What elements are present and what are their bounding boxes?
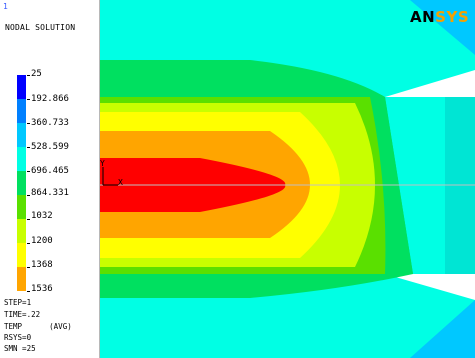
legend-tick xyxy=(27,219,30,220)
legend-swatch-1 xyxy=(17,99,26,123)
window-number: 1 xyxy=(3,2,8,11)
legend-value-8: 1368 xyxy=(31,260,53,270)
axis-y-label: Y xyxy=(100,159,105,168)
legend-swatch-8 xyxy=(17,267,26,291)
legend-tick xyxy=(27,99,30,100)
legend-swatch-7 xyxy=(17,243,26,267)
legend-tick xyxy=(27,195,30,196)
notch-top xyxy=(385,70,475,97)
legend-tick xyxy=(27,75,30,76)
legend-swatch-0 xyxy=(17,75,26,99)
status-rsys: RSYS=0 xyxy=(4,333,32,342)
legend-swatch-3 xyxy=(17,147,26,171)
status-time: TIME=.22 xyxy=(4,310,41,319)
legend-value-3: 528.599 xyxy=(31,142,69,152)
plot-title: NODAL SOLUTION xyxy=(5,23,76,32)
logo-part-sys: SYS xyxy=(435,8,470,26)
status-step: STEP=1 xyxy=(4,298,32,307)
legend-tick xyxy=(27,291,30,292)
legend-tick xyxy=(27,267,30,268)
contour-plot xyxy=(100,0,475,358)
legend-panel: 1 NODAL SOLUTION 25 192.866 360.733 528.… xyxy=(0,0,99,358)
panel-divider xyxy=(99,0,100,358)
legend-swatch-4 xyxy=(17,171,26,195)
legend-value-5: 864.331 xyxy=(31,188,69,198)
legend-value-2: 360.733 xyxy=(31,118,69,128)
edge-band-bottom xyxy=(410,300,475,358)
status-temp: TEMP (AVG) xyxy=(4,322,72,331)
logo-part-an: AN xyxy=(410,8,436,26)
legend-swatch-2 xyxy=(17,123,26,147)
edge-band-top xyxy=(410,0,475,55)
axis-x-label: X xyxy=(118,178,123,187)
notch-bottom xyxy=(385,274,475,300)
legend-tick xyxy=(27,147,30,148)
legend-tick xyxy=(27,123,30,124)
legend-tick xyxy=(27,171,30,172)
ansys-logo: ANSYS xyxy=(410,8,469,26)
legend-value-9: 1536 xyxy=(31,284,53,294)
status-smn: SMN =25 xyxy=(4,344,36,353)
legend-tick xyxy=(27,243,30,244)
legend-value-1: 192.866 xyxy=(31,94,69,104)
legend-swatch-6 xyxy=(17,219,26,243)
legend-value-7: 1200 xyxy=(31,236,53,246)
legend-value-4: 696.465 xyxy=(31,166,69,176)
legend-value-6: 1032 xyxy=(31,211,53,221)
legend-value-0: 25 xyxy=(31,69,42,79)
legend-swatch-5 xyxy=(17,195,26,219)
